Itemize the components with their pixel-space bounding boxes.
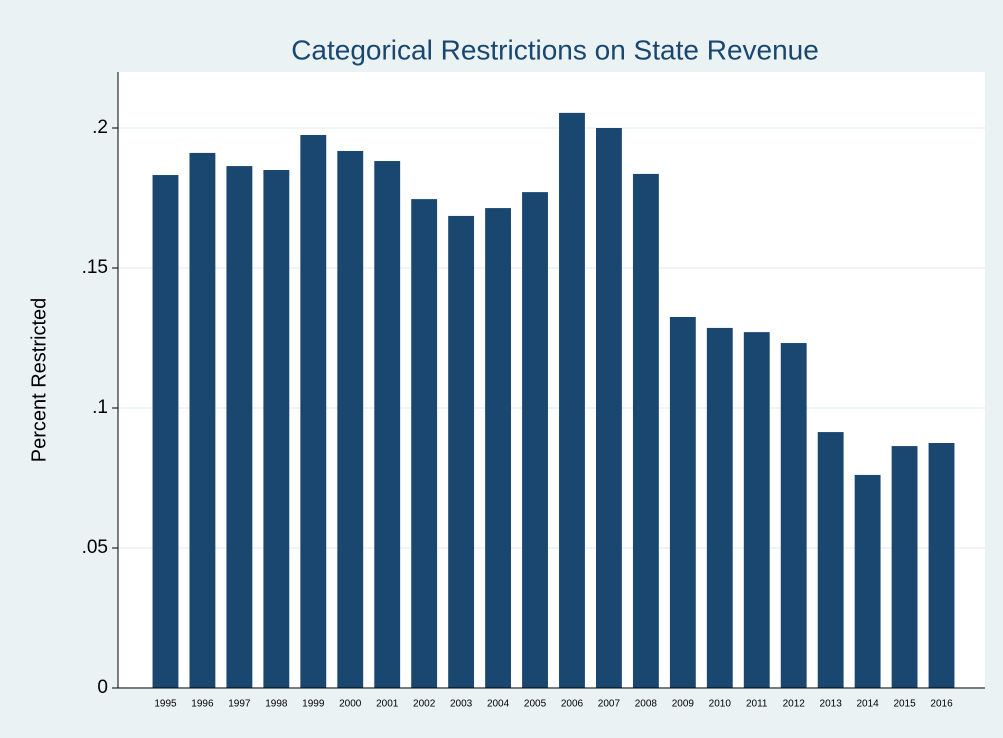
x-tick-label: 1998 bbox=[265, 699, 288, 710]
bar bbox=[559, 112, 585, 688]
bar bbox=[337, 150, 364, 688]
x-tick-label: 2002 bbox=[413, 699, 436, 710]
y-tick-label: .1 bbox=[92, 397, 108, 418]
y-tick-label: 0 bbox=[97, 677, 108, 698]
x-tick-label: 1996 bbox=[191, 699, 214, 710]
x-tick-label: 2008 bbox=[635, 699, 658, 710]
y-tick-label: .05 bbox=[82, 537, 108, 558]
bar bbox=[300, 135, 327, 688]
x-tick-label: 2001 bbox=[376, 699, 399, 710]
bar bbox=[928, 443, 955, 688]
chart-title: Categorical Restrictions on State Revenu… bbox=[291, 34, 819, 65]
bar bbox=[743, 332, 770, 688]
bar bbox=[854, 474, 881, 688]
x-tick-label: 2009 bbox=[672, 699, 695, 710]
bar bbox=[374, 161, 401, 689]
x-tick-label: 1995 bbox=[154, 699, 177, 710]
x-tick-label: 2005 bbox=[524, 699, 547, 710]
bar bbox=[595, 128, 622, 688]
x-tick-label: 2014 bbox=[856, 699, 879, 710]
bar bbox=[522, 192, 548, 688]
y-axis-label: Percent Restricted bbox=[28, 298, 50, 463]
bar bbox=[817, 432, 844, 688]
x-tick-label: 2013 bbox=[820, 699, 843, 710]
x-tick-label: 2012 bbox=[783, 699, 806, 710]
x-tick-label: 2010 bbox=[709, 699, 732, 710]
x-tick-label: 2007 bbox=[598, 699, 621, 710]
x-tick-label: 2004 bbox=[487, 699, 510, 710]
bar bbox=[891, 446, 918, 688]
bar bbox=[780, 343, 807, 688]
bar bbox=[263, 170, 290, 688]
y-tick-label: .15 bbox=[82, 257, 108, 278]
bar bbox=[706, 327, 733, 688]
x-tick-label: 1997 bbox=[228, 699, 251, 710]
x-tick-label: 2015 bbox=[893, 699, 916, 710]
x-tick-label: 2011 bbox=[746, 699, 768, 710]
bar bbox=[448, 215, 475, 689]
x-tick-label: 1999 bbox=[302, 699, 325, 710]
bar bbox=[189, 152, 216, 689]
bar bbox=[632, 173, 659, 689]
y-tick-label: .2 bbox=[92, 117, 108, 138]
x-tick-label: 2006 bbox=[561, 699, 584, 710]
bar bbox=[411, 199, 438, 688]
bar bbox=[669, 317, 696, 688]
bar bbox=[226, 166, 253, 688]
bar bbox=[152, 175, 179, 689]
x-tick-label: 2003 bbox=[450, 699, 473, 710]
x-tick-label: 2016 bbox=[930, 699, 953, 710]
x-tick-label: 2000 bbox=[339, 699, 362, 710]
bar bbox=[485, 208, 512, 688]
